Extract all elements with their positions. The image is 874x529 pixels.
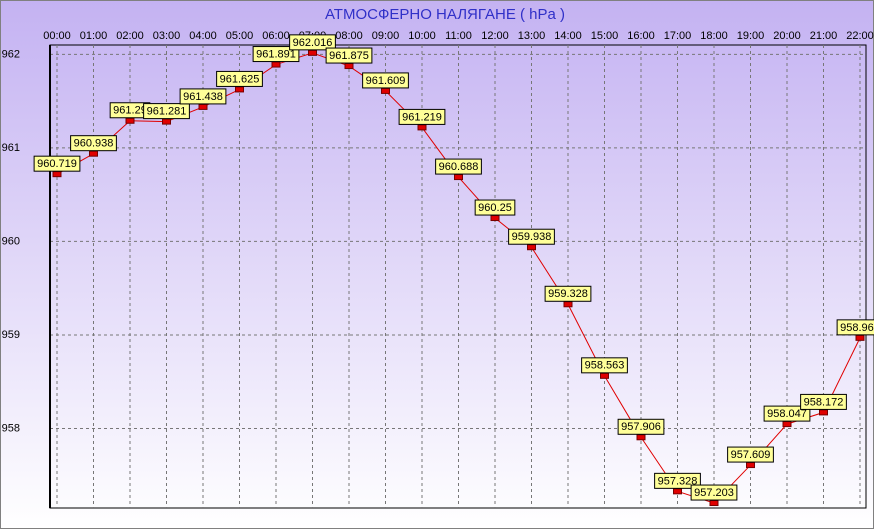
value-label: 961.875 — [329, 50, 369, 62]
y-tick-label: 962 — [2, 48, 20, 60]
x-tick-label: 18:00 — [700, 30, 728, 42]
value-label: 958.047 — [767, 408, 807, 420]
value-label-box — [836, 319, 874, 336]
value-label-box — [690, 484, 738, 501]
x-tick-label: 15:00 — [591, 30, 619, 42]
marker — [198, 103, 208, 110]
value-label: 959.328 — [548, 288, 588, 300]
value-label: 957.609 — [731, 449, 771, 461]
marker — [308, 49, 317, 56]
value-label-box — [33, 155, 81, 172]
x-tick-label: 05:00 — [226, 30, 254, 42]
marker — [490, 215, 500, 222]
value-label: 960.719 — [37, 158, 77, 170]
x-tick-label: 11:00 — [445, 30, 472, 42]
x-tick-label: 20:00 — [773, 30, 801, 42]
chart-title: АТМОСФЕРНО НАЛЯГАНЕ ( hPa ) — [325, 6, 565, 23]
value-label-box — [727, 446, 774, 463]
value-label-box — [763, 405, 811, 422]
x-tick-label: 03:00 — [153, 30, 181, 42]
value-label: 957.906 — [621, 421, 661, 433]
value-label-box — [435, 158, 482, 175]
value-label: 959.938 — [512, 231, 552, 243]
value-label-box — [508, 228, 555, 245]
value-label-box — [216, 70, 263, 87]
value-label: 957.328 — [658, 475, 698, 487]
marker — [344, 63, 354, 70]
marker — [527, 244, 536, 251]
marker — [162, 118, 171, 125]
value-label-box — [362, 72, 409, 89]
value-label-box — [617, 418, 665, 435]
value-label-box — [398, 108, 446, 125]
x-tick-label: 21:00 — [810, 30, 838, 42]
marker — [819, 409, 828, 416]
value-label: 961.438 — [183, 91, 223, 103]
value-label: 961.29 — [113, 105, 147, 117]
y-tick-label: 961 — [2, 142, 20, 154]
y-tick-label: 960 — [2, 235, 20, 247]
x-tick-label: 01:00 — [80, 30, 108, 42]
value-label-box — [179, 88, 227, 105]
value-label: 961.219 — [402, 111, 442, 123]
marker — [746, 462, 755, 469]
marker — [782, 421, 792, 428]
y-tick-label: 958 — [2, 422, 20, 434]
marker — [417, 124, 427, 131]
x-tick-label: 22:00 — [846, 30, 874, 42]
x-tick-label: 16:00 — [627, 30, 655, 42]
marker — [125, 117, 135, 124]
marker — [52, 171, 62, 178]
marker — [271, 61, 281, 68]
value-label: 961.625 — [220, 73, 260, 85]
value-label: 961.609 — [366, 75, 406, 87]
x-tick-label: 19:00 — [737, 30, 765, 42]
x-tick-label: 12:00 — [481, 30, 509, 42]
value-label-box — [581, 357, 628, 374]
value-label: 958.969 — [840, 322, 874, 334]
value-label: 958.563 — [585, 360, 625, 372]
value-label-box — [474, 199, 516, 216]
value-label: 961.281 — [147, 106, 187, 118]
x-tick-label: 14:00 — [554, 30, 582, 42]
y-tick-label: 959 — [2, 329, 20, 341]
value-label: 961.891 — [256, 48, 296, 60]
value-label-box — [544, 285, 592, 302]
x-tick-label: 10:00 — [408, 30, 436, 42]
value-label-box — [289, 34, 336, 51]
value-label: 958.172 — [804, 396, 844, 408]
value-label: 960.25 — [478, 202, 512, 214]
value-label-box — [800, 393, 847, 410]
marker — [855, 334, 865, 341]
x-tick-label: 08:00 — [335, 30, 363, 42]
x-tick-label: 13:00 — [518, 30, 546, 42]
marker — [563, 301, 573, 308]
value-label: 962.016 — [293, 37, 333, 49]
value-label: 960.938 — [74, 138, 114, 150]
value-label-box — [325, 47, 373, 64]
value-label-box — [252, 46, 300, 63]
marker — [235, 86, 244, 93]
marker — [636, 434, 646, 441]
value-label: 957.203 — [694, 487, 734, 499]
marker — [709, 500, 719, 507]
value-label-box — [70, 135, 117, 152]
marker — [381, 87, 390, 94]
x-tick-label: 17:00 — [664, 30, 692, 42]
value-label: 960.688 — [439, 161, 479, 173]
value-label-box — [654, 472, 701, 489]
value-label-box — [143, 103, 190, 120]
x-tick-label: 06:00 — [262, 30, 290, 42]
marker — [673, 488, 682, 495]
x-tick-label: 00:00 — [43, 30, 71, 42]
x-tick-label: 02:00 — [116, 30, 144, 42]
marker — [454, 174, 463, 181]
x-tick-label: 09:00 — [372, 30, 400, 42]
marker — [600, 372, 609, 379]
x-tick-label: 04:00 — [189, 30, 217, 42]
marker — [89, 150, 98, 157]
